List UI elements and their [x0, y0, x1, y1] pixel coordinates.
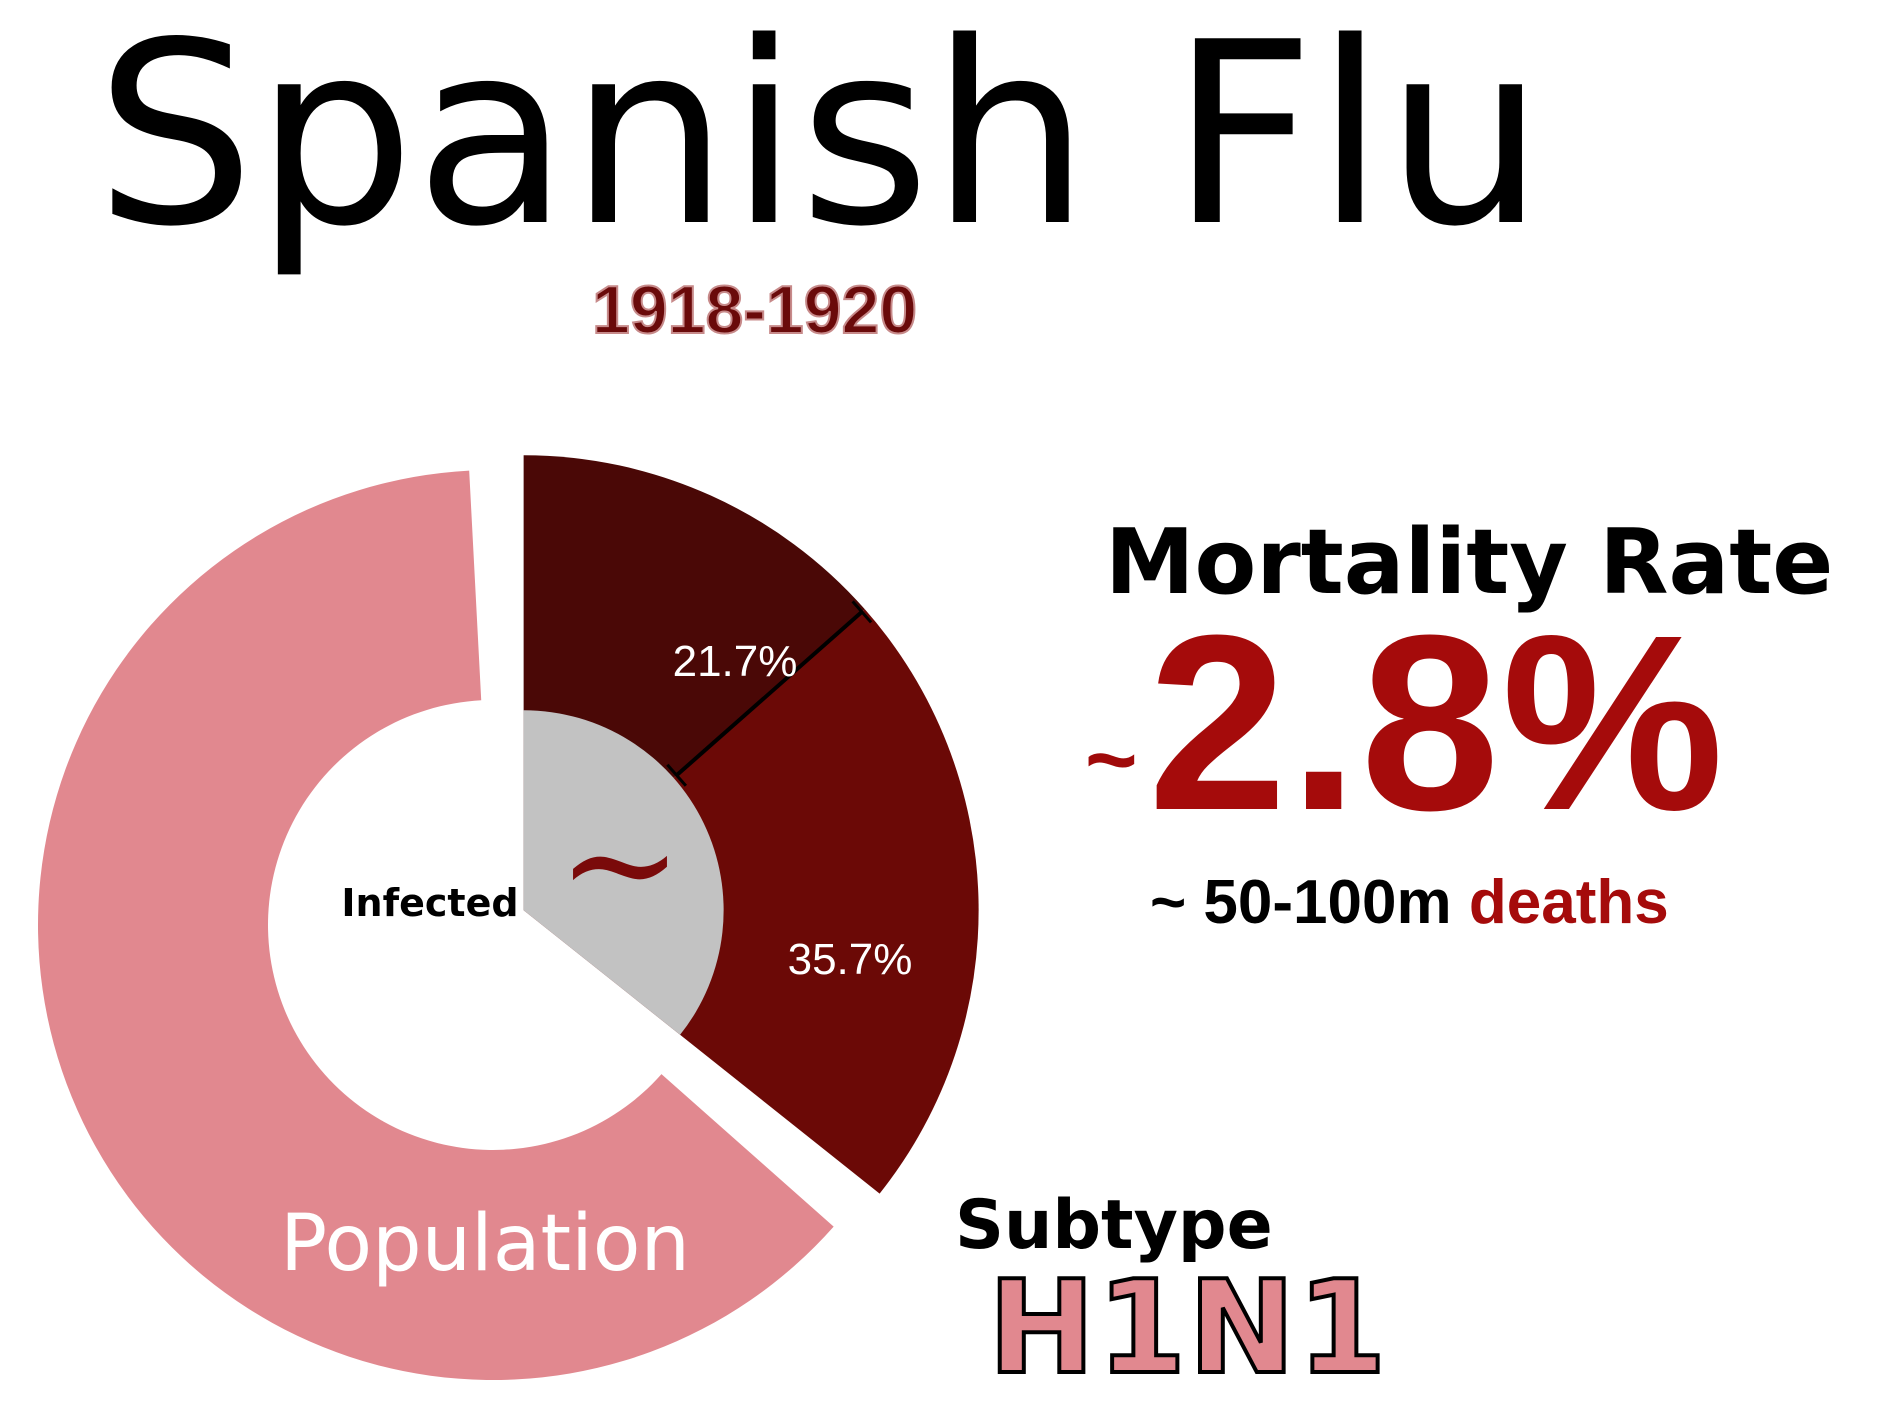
data-label-lower: 35.7%	[788, 935, 913, 984]
pie-slice-population	[38, 470, 834, 1381]
pie-slice-infected-lower	[523, 609, 979, 1194]
center-tilde-mark: ~	[557, 777, 683, 951]
deaths-estimate: ~ 50-100m deaths	[1150, 872, 1669, 934]
mortality-approx-tilde: ~	[1085, 710, 1138, 810]
mortality-rate-value: 2.8%	[1148, 583, 1726, 862]
page-title: Spanish Flu	[95, 0, 1545, 282]
subtype-value: H1N1	[986, 1254, 1389, 1403]
bracket-line	[675, 610, 864, 777]
year-range: 1918-1920	[591, 272, 918, 348]
mortality-rate-label: Mortality Rate	[1105, 510, 1834, 615]
slice-label-population: Population	[280, 1199, 690, 1289]
pie-slice-infected-inner	[523, 710, 724, 1035]
bracket-cap	[851, 600, 873, 624]
deaths-count: ~ 50-100m	[1150, 868, 1452, 937]
deaths-word: deaths	[1468, 868, 1669, 937]
data-label-upper: 21.7%	[673, 637, 798, 686]
subtype-label: Subtype	[955, 1186, 1273, 1265]
bracket-cap	[666, 763, 688, 787]
slice-label-infected: Infected	[341, 881, 518, 925]
